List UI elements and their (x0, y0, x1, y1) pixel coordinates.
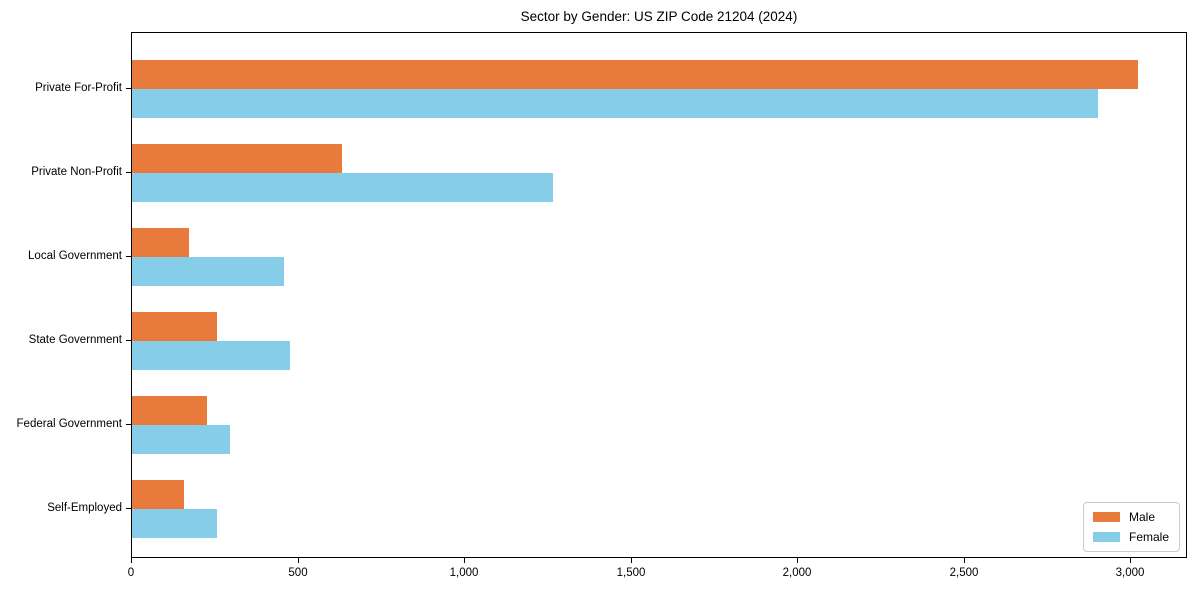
y-tick-mark (126, 424, 131, 425)
bar-male-0 (132, 60, 1138, 89)
x-tick-label: 500 (288, 567, 308, 579)
x-tick-mark (1130, 558, 1131, 563)
plot-area: Male Female (131, 32, 1187, 558)
x-tick-label: 3,000 (1115, 567, 1145, 579)
bar-female-0 (132, 89, 1098, 118)
x-tick-mark (964, 558, 965, 563)
y-axis-label: Private Non-Profit (31, 166, 122, 178)
y-axis-label: Federal Government (16, 418, 122, 430)
x-tick-mark (298, 558, 299, 563)
female-series-swatch (1092, 532, 1120, 542)
bar-male-5 (132, 480, 184, 509)
y-tick-mark (126, 88, 131, 89)
y-axis-label: State Government (28, 334, 122, 346)
legend-label-female: Female (1128, 530, 1169, 544)
x-tick-mark (631, 558, 632, 563)
x-tick-label: 1,500 (616, 567, 646, 579)
x-tick-mark (131, 558, 132, 563)
y-axis-label: Private For-Profit (35, 82, 122, 94)
x-tick-label: 0 (127, 567, 135, 579)
bar-female-3 (132, 341, 290, 370)
x-tick-mark (797, 558, 798, 563)
y-tick-mark (126, 256, 131, 257)
male-series-swatch (1092, 512, 1120, 522)
chart-title: Sector by Gender: US ZIP Code 21204 (202… (520, 9, 798, 24)
bar-female-1 (132, 173, 553, 202)
y-tick-mark (126, 340, 131, 341)
x-tick-label: 2,500 (949, 567, 979, 579)
bar-female-2 (132, 257, 284, 286)
x-tick-label: 1,000 (449, 567, 479, 579)
y-tick-mark (126, 508, 131, 509)
legend-item-male: Male (1092, 510, 1169, 524)
legend-item-female: Female (1092, 530, 1169, 544)
y-tick-mark (126, 172, 131, 173)
bar-female-5 (132, 509, 217, 538)
bar-male-1 (132, 144, 342, 173)
x-tick-label: 2,000 (782, 567, 812, 579)
legend: Male Female (1082, 502, 1180, 552)
y-axis-label: Self-Employed (47, 502, 122, 514)
bar-male-4 (132, 396, 207, 425)
legend-label-male: Male (1128, 510, 1155, 524)
bar-male-3 (132, 312, 217, 341)
bar-female-4 (132, 425, 230, 454)
x-tick-mark (464, 558, 465, 563)
y-axis-label: Local Government (28, 250, 122, 262)
bar-male-2 (132, 228, 189, 257)
